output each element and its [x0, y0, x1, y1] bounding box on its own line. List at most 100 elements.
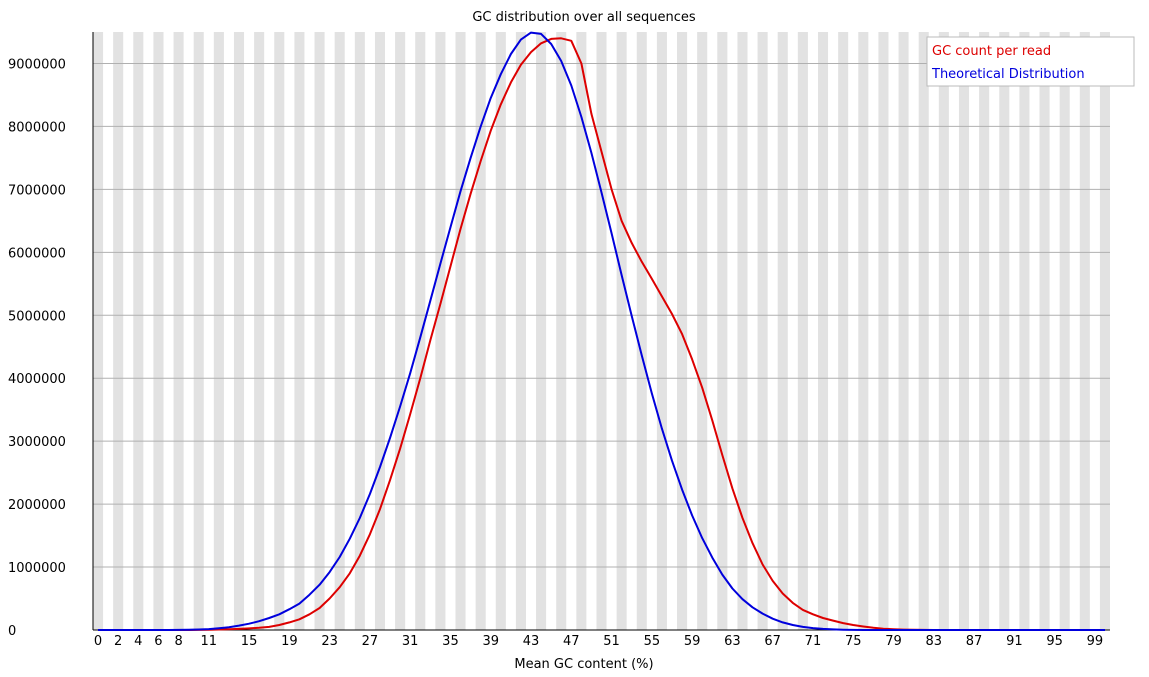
background-band [838, 32, 849, 630]
background-band [999, 32, 1010, 630]
y-tick-label: 9000000 [8, 57, 66, 72]
background-band [254, 32, 265, 630]
alternating-bands [93, 32, 1110, 630]
background-band [556, 32, 567, 630]
x-tick-label: 47 [563, 634, 580, 649]
background-band [193, 32, 204, 630]
background-band [213, 32, 224, 630]
background-band [757, 32, 768, 630]
x-tick-label: 15 [241, 634, 258, 649]
x-tick-label: 87 [966, 634, 983, 649]
x-tick-label: 23 [321, 634, 338, 649]
x-tick-label: 55 [644, 634, 661, 649]
x-tick-label: 31 [402, 634, 419, 649]
legend-item-theoretical: Theoretical Distribution [931, 67, 1085, 82]
background-band [536, 32, 547, 630]
background-band [858, 32, 869, 630]
y-tick-label: 2000000 [8, 498, 66, 513]
background-band [717, 32, 728, 630]
background-band [495, 32, 506, 630]
background-band [878, 32, 889, 630]
x-tick-label: 79 [885, 634, 902, 649]
x-tick-label: 67 [764, 634, 781, 649]
background-band [475, 32, 486, 630]
y-tick-labels: 0 1000000 2000000 3000000 4000000 5000000 6000… [8, 57, 66, 639]
background-band [1079, 32, 1090, 630]
y-tick-label: 5000000 [8, 309, 66, 324]
horizontal-gridlines [93, 62, 1110, 568]
background-band [113, 32, 124, 630]
background-band [938, 32, 949, 630]
x-tick-label: 83 [926, 634, 943, 649]
y-tick-label: 3000000 [8, 435, 66, 450]
background-band [918, 32, 929, 630]
background-band [274, 32, 285, 630]
legend-box [926, 36, 1135, 87]
x-tick-label: 43 [523, 634, 540, 649]
y-tick-label: 8000000 [8, 120, 66, 135]
series-lines [98, 31, 1105, 631]
x-tick-label: 95 [1046, 634, 1063, 649]
y-tick-label: 4000000 [8, 372, 66, 387]
background-band [233, 32, 245, 630]
background-band [133, 32, 144, 630]
x-tick-label: 91 [1006, 634, 1023, 649]
x-tick-label: 71 [805, 634, 822, 649]
x-tick-label: 99 [1087, 634, 1104, 649]
x-tick-label: 6 [154, 634, 162, 649]
background-band [374, 32, 386, 630]
background-band [697, 32, 708, 630]
background-band [354, 32, 365, 630]
background-band [1019, 32, 1030, 630]
x-tick-label: 0 [94, 634, 102, 649]
background-band [395, 32, 406, 630]
background-band [334, 32, 345, 630]
background-band [677, 32, 688, 630]
series-line-theoretical [98, 31, 1105, 631]
background-band [455, 32, 466, 630]
background-band [777, 32, 788, 630]
background-band [515, 32, 526, 630]
x-tick-label: 63 [724, 634, 741, 649]
y-tick-label: 0 [8, 624, 16, 639]
background-band [153, 32, 164, 630]
x-tick-labels: 0 2 4 6 8 11 15 19 23 27 31 35 39 43 47 51 55 59 63 67 71 75 7… [94, 634, 1103, 649]
background-band [979, 32, 990, 630]
background-band [415, 32, 426, 630]
x-tick-label: 39 [482, 634, 499, 649]
y-tick-label: 6000000 [8, 246, 66, 261]
x-tick-label: 35 [442, 634, 459, 649]
background-band [294, 32, 305, 630]
background-band [616, 32, 627, 630]
legend: GC count per read Theoretical Distributi… [926, 36, 1135, 87]
x-axis-label: Mean GC content (%) [514, 657, 653, 672]
x-tick-label: 11 [201, 634, 218, 649]
x-tick-label: 19 [281, 634, 298, 649]
background-band [173, 32, 184, 630]
x-tick-label: 27 [362, 634, 379, 649]
chart-title: GC distribution over all sequences [472, 10, 696, 25]
x-tick-label: 4 [134, 634, 142, 649]
background-band [1059, 32, 1070, 630]
background-band [898, 32, 909, 630]
x-tick-label: 75 [845, 634, 862, 649]
background-band [596, 32, 607, 630]
background-band [817, 32, 829, 630]
background-band [435, 32, 446, 630]
x-tick-label: 59 [684, 634, 701, 649]
background-band [636, 32, 647, 630]
background-band [958, 32, 970, 630]
x-tick-label: 2 [114, 634, 122, 649]
legend-item-gc-count: GC count per read [932, 44, 1051, 59]
y-tick-label: 1000000 [8, 561, 66, 576]
x-tick-label: 8 [174, 634, 182, 649]
background-band [314, 32, 325, 630]
background-band [93, 32, 104, 630]
background-band [1039, 32, 1050, 630]
background-band [737, 32, 748, 630]
y-tick-label: 7000000 [8, 183, 66, 198]
background-band [656, 32, 667, 630]
background-band [797, 32, 808, 630]
background-band [576, 32, 587, 630]
x-tick-label: 51 [603, 634, 620, 649]
